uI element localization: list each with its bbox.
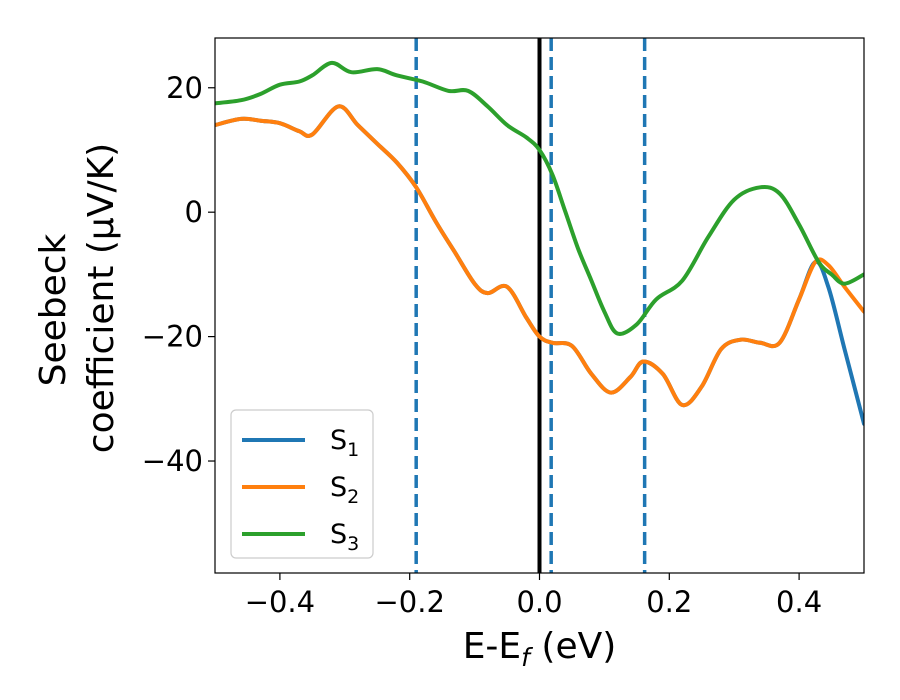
x-tick-label: 0.0 bbox=[516, 585, 562, 619]
legend-box bbox=[230, 409, 374, 559]
legend-label-s2: S2 bbox=[330, 472, 359, 508]
x-tick-label: 0.2 bbox=[646, 585, 692, 619]
y-axis-label-line2: coefficient (μV/K) bbox=[81, 143, 122, 453]
x-tick-label: −0.2 bbox=[374, 585, 444, 619]
x-tick-label: 0.4 bbox=[776, 585, 822, 619]
y-tick-label: −40 bbox=[142, 444, 203, 478]
legend-label-s3: S3 bbox=[330, 519, 359, 555]
series-line-s2 bbox=[215, 104, 864, 408]
y-tick-label: 20 bbox=[166, 71, 203, 105]
legend-label-s1: S1 bbox=[330, 425, 359, 461]
legend: S1 S2 S3 bbox=[230, 409, 374, 559]
x-axis-label-main: E-E bbox=[463, 626, 521, 667]
y-axis-label-line1: Seebeck bbox=[33, 233, 74, 386]
x-axis-label-unit: (eV) bbox=[530, 626, 616, 667]
series-line-s3 bbox=[215, 60, 864, 336]
x-tick-label: −0.4 bbox=[245, 585, 315, 619]
x-axis-label: E-Ef (eV) bbox=[463, 626, 617, 672]
y-tick-label: −20 bbox=[142, 320, 203, 354]
y-tick-label: 0 bbox=[185, 195, 203, 229]
